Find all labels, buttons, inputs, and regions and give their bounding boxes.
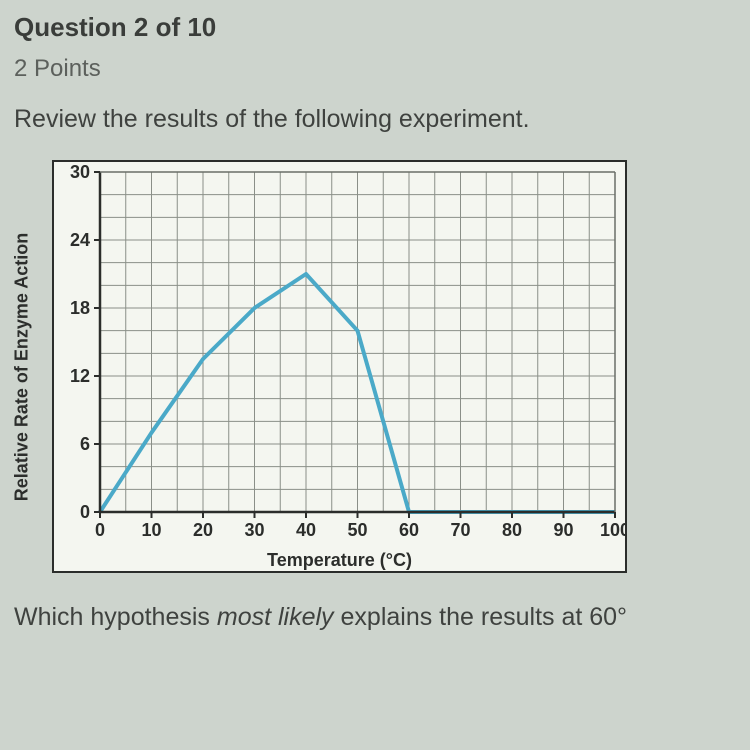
svg-text:90: 90: [553, 520, 573, 540]
y-axis-label: Relative Rate of Enzyme Action: [12, 232, 33, 500]
x-axis-label: Temperature (°C): [54, 550, 625, 571]
svg-text:0: 0: [80, 502, 90, 522]
svg-text:80: 80: [502, 520, 522, 540]
svg-text:50: 50: [347, 520, 367, 540]
svg-text:70: 70: [450, 520, 470, 540]
svg-text:30: 30: [244, 520, 264, 540]
question-points: 2 Points: [14, 55, 736, 83]
svg-text:30: 30: [70, 162, 90, 182]
footer-question: Which hypothesis most likely explains th…: [14, 603, 736, 632]
question-prompt: Review the results of the following expe…: [14, 105, 736, 134]
svg-text:0: 0: [95, 520, 105, 540]
svg-text:60: 60: [399, 520, 419, 540]
svg-text:40: 40: [296, 520, 316, 540]
question-title: Question 2 of 10: [14, 12, 736, 43]
svg-text:100: 100: [600, 520, 625, 540]
svg-text:10: 10: [141, 520, 161, 540]
enzyme-chart: Relative Rate of Enzyme Action 061218243…: [52, 160, 627, 573]
svg-text:20: 20: [193, 520, 213, 540]
svg-text:24: 24: [70, 230, 90, 250]
svg-text:18: 18: [70, 298, 90, 318]
svg-text:6: 6: [80, 434, 90, 454]
chart-svg: 0 6 12 18 24 30 0 10 20 30 40 50 60 70 80 90 100: [54, 162, 625, 544]
svg-text:12: 12: [70, 366, 90, 386]
